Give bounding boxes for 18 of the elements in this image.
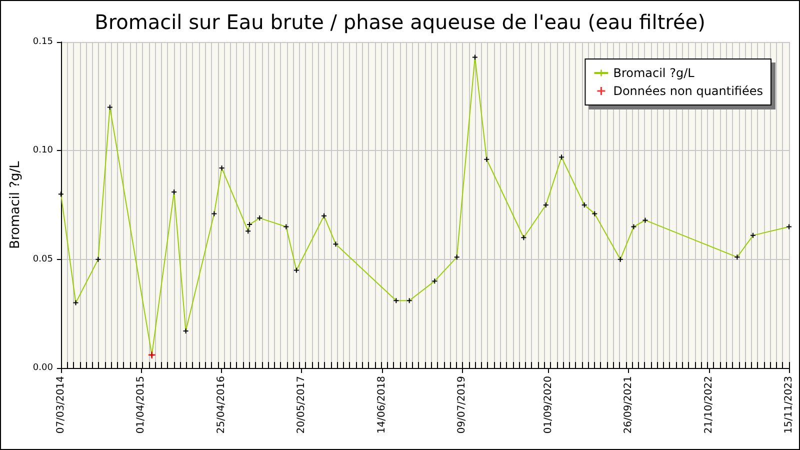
chart-title: Bromacil sur Eau brute / phase aqueuse de l'eau (eau filtrée) <box>94 10 706 34</box>
x-tick-label: 15/11/2023 <box>784 376 794 434</box>
legend-label: Données non quantifiées <box>613 84 764 98</box>
y-axis-title: Bromacil ?g/L <box>8 160 23 249</box>
x-tick-label: 01/04/2015 <box>136 376 147 434</box>
y-tick-label: 0.05 <box>32 254 53 264</box>
y-tick-label: 0.10 <box>32 146 54 156</box>
x-tick-label: 01/09/2020 <box>542 376 554 434</box>
x-tick-label: 14/06/2018 <box>376 376 388 434</box>
y-tick-label: 0.00 <box>32 363 54 373</box>
x-tick-label: 07/03/2014 <box>55 376 66 434</box>
y-tick-label: 0.15 <box>32 37 53 47</box>
x-tick-label: 26/09/2021 <box>623 376 634 434</box>
x-tick-label: 09/07/2019 <box>456 376 468 434</box>
x-tick-label: 21/10/2022 <box>703 376 714 434</box>
legend-label: Bromacil ?g/L <box>613 66 695 80</box>
x-tick-label: 20/05/2017 <box>296 376 308 434</box>
x-tick-label: 25/04/2016 <box>216 376 227 434</box>
